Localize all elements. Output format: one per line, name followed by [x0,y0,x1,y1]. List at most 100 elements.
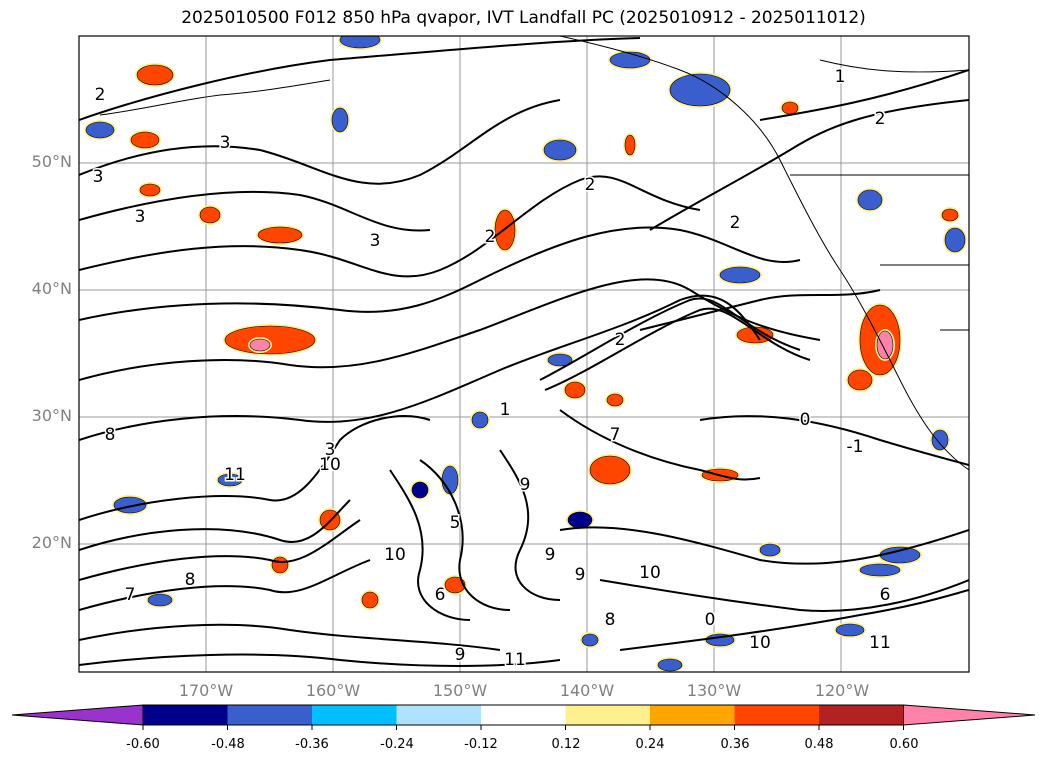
anomaly-area [567,511,593,529]
coastline [559,36,969,471]
colorbar [11,704,1036,730]
anomaly-area [543,139,577,161]
colorbar-outline [142,704,904,726]
anomaly-area [669,73,731,107]
colorbar-tick: 0.60 [889,737,919,752]
contour-label: 8 [105,425,116,445]
contour-label: 3 [325,440,336,460]
contour-line [649,99,969,231]
anomaly-area [361,591,379,609]
contour-line [79,226,801,321]
colorbar-tick: 0.24 [635,737,665,752]
contour-label: 7 [125,585,136,605]
colorbar-segment [227,705,313,725]
contour-label: 8 [185,570,196,590]
contour-line [79,623,501,651]
anomaly-area [139,183,161,197]
anomaly-area [609,51,651,69]
contour-line [759,69,969,121]
colorbar-segment [650,705,735,725]
contour-label: 6 [880,585,891,605]
contour-line [79,294,761,441]
anomaly-area [339,36,381,49]
contour-label: 9 [545,545,556,565]
contour-label: 2 [95,85,106,105]
contour-label: 10 [639,563,661,583]
lat-label-40n: 40°N [31,279,72,298]
contour-line [79,99,561,185]
anomaly-area [564,381,586,399]
colorbar-tick: 0.12 [551,737,581,752]
map-content: 1 2 2 3 3 3 3 2 2 2 1 3 2 0 7 8 9 10 11 10 9 8 7 6 5 10 9 11 11 6 -1 0 8… [79,36,969,672]
contour-label: 1 [835,67,846,87]
map-panel: 1 2 2 3 3 3 3 2 2 2 1 3 2 0 7 8 9 10 11 10 9 8 7 6 5 10 9 11 11 6 -1 0 8… [78,35,970,673]
contour-line [544,307,811,391]
lon-label-150w: 150°W [432,681,488,700]
anomaly-area [136,64,174,86]
contour-label: 11 [224,465,246,485]
contour-line [79,37,641,121]
colorbar-tick: -0.48 [211,737,245,752]
contour-label: 8 [605,610,616,630]
contour-line [559,526,969,565]
lon-label-160w: 160°W [305,681,361,700]
contour-label: 3 [370,231,381,251]
anomaly-area [857,189,883,211]
anomaly-area [130,131,160,149]
anomaly-area [606,393,624,407]
colorbar-segment [565,705,651,725]
contour-label: 2 [485,227,496,247]
contour-line [79,519,361,581]
colorbar-tick: -0.36 [295,737,329,752]
contour-label: 2 [730,213,741,233]
contour-label: 1 [500,400,511,420]
contour-label: 5 [450,513,461,533]
map-title: 2025010500 F012 850 hPa qvapor, IVT Land… [181,8,866,28]
contour-label: 10 [384,545,406,565]
anomaly-area [444,576,466,594]
anomaly-area [835,623,865,637]
contour-line [79,499,351,551]
anomaly-area [147,593,173,607]
colorbar-tick: 0.48 [804,737,834,752]
contour-label: 0 [800,410,811,430]
colorbar-tick: -0.12 [464,737,498,752]
contour-line [539,297,801,381]
contour-label: -1 [847,437,864,457]
contour-line [619,589,969,651]
anomaly-area [257,226,303,244]
ivt-contours [79,37,969,667]
colorbar-segment [312,705,397,725]
anomaly-area [944,227,966,253]
anomaly-area [199,206,221,224]
contour-line [79,653,561,667]
colorbar-extend-max [903,704,1036,726]
contour-label: 9 [455,645,466,665]
lon-label-120w: 120°W [814,681,870,700]
contour-label: 9 [575,565,586,585]
contour-labels: 1 2 2 3 3 3 3 2 2 2 1 3 2 0 7 8 9 10 11 10 9 8 7 6 5 10 9 11 11 6 -1 0 8… [91,66,892,672]
contour-label: 10 [749,633,771,653]
colorbar-tick: 0.36 [720,737,750,752]
contour-label: 7 [610,425,621,445]
contour-label: 9 [520,475,531,495]
lat-label-50n: 50°N [31,152,72,171]
contour-label: 2 [585,175,596,195]
coastlines [99,36,969,471]
contour-label: 2 [875,109,886,129]
coastline [819,59,969,73]
anomaly-area [271,556,289,574]
contour-label: 11 [504,650,526,670]
contour-line [389,469,471,621]
contour-label: 3 [135,207,146,227]
contour-line [639,289,881,331]
contour-label: 3 [220,133,231,153]
qvapor-shading [84,36,967,672]
colorbar-segment [819,705,904,725]
colorbar-tick: -0.60 [126,737,160,752]
anomaly-area [931,429,949,451]
anomaly-area [471,411,489,429]
coastline [99,79,331,116]
colorbar-tick: -0.24 [380,737,414,752]
anomaly-area [85,121,115,139]
